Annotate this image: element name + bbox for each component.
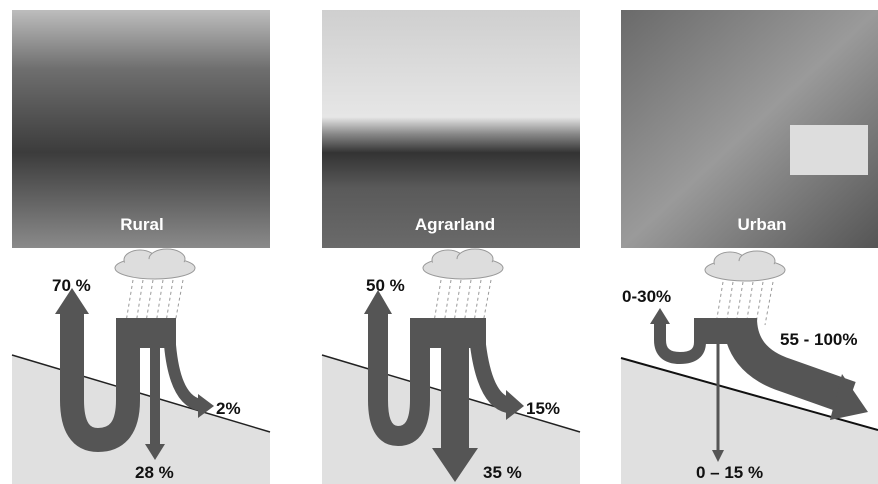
cloud bbox=[422, 248, 504, 331]
panel-urban: 0-30% 55 - 100% 0 – 15 % bbox=[620, 250, 878, 484]
panel-rural: 70 % 2% 28 % bbox=[11, 248, 271, 484]
arrow-head bbox=[650, 308, 670, 324]
evaporation-arrow bbox=[60, 312, 140, 453]
arrow-head bbox=[145, 444, 165, 460]
panel-agrarland: 50 % 15% 35 % bbox=[321, 248, 581, 484]
evaporation-label: 50 % bbox=[366, 276, 405, 295]
infiltration-label: 28 % bbox=[135, 463, 174, 482]
runoff-label: 2% bbox=[216, 399, 241, 418]
evaporation-arrow bbox=[654, 318, 706, 365]
evaporation-label: 0-30% bbox=[622, 287, 671, 306]
panel-title: Rural bbox=[120, 215, 163, 234]
evaporation-label: 70 % bbox=[52, 276, 91, 295]
runoff-label: 55 - 100% bbox=[780, 330, 858, 349]
arrow-head bbox=[712, 450, 724, 462]
arrow-head bbox=[830, 374, 868, 420]
photo-agrarland bbox=[322, 10, 580, 248]
arrow-head bbox=[432, 448, 478, 482]
arrow-head bbox=[364, 290, 392, 314]
ground bbox=[621, 358, 878, 484]
infiltration-label: 0 – 15 % bbox=[696, 463, 763, 482]
runoff-arrow bbox=[470, 343, 511, 413]
inflow bbox=[410, 318, 486, 348]
inflow bbox=[694, 318, 756, 344]
evaporation-arrow bbox=[368, 312, 430, 447]
cloud bbox=[114, 248, 196, 331]
infiltration-label: 35 % bbox=[483, 463, 522, 482]
arrow-head bbox=[506, 390, 524, 420]
panel-title: Agrarland bbox=[415, 215, 495, 234]
arrow-head bbox=[198, 394, 214, 418]
runoff-arrow bbox=[164, 344, 202, 411]
photo-rural bbox=[12, 10, 270, 248]
arrow-head bbox=[55, 288, 89, 314]
photo-building bbox=[790, 125, 868, 175]
runoff-label: 15% bbox=[526, 399, 560, 418]
ground-line bbox=[11, 354, 271, 433]
inflow bbox=[116, 318, 176, 348]
panel-title: Urban bbox=[737, 215, 786, 234]
